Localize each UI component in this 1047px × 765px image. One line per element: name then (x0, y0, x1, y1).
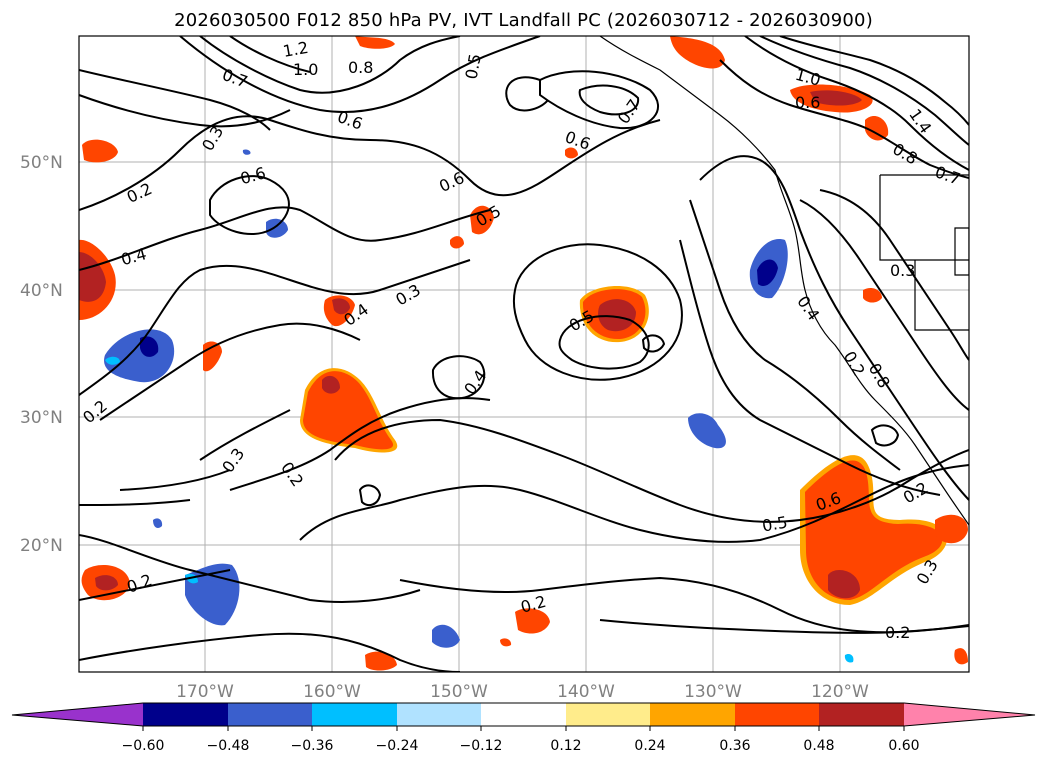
contour-label: 0.5 (761, 512, 789, 535)
colorbar-tick-label: −0.48 (207, 738, 250, 754)
colorbar-segment (735, 703, 819, 726)
colorbar-tick-label: 0.12 (550, 738, 581, 754)
colorbar-segment-max-extension (904, 703, 1035, 726)
lat-label: 30°N (20, 408, 63, 428)
colorbar-segment (312, 703, 397, 726)
lon-label: 130°W (684, 682, 742, 702)
colorbar-tick-label: −0.36 (291, 738, 334, 754)
ivt-shading (79, 36, 968, 671)
map-frame (78, 35, 970, 673)
colorbar-tick-label: 0.48 (803, 738, 834, 754)
colorbar-tick-label: −0.24 (376, 738, 419, 754)
colorbar-segment (228, 703, 312, 726)
lon-label: 160°W (303, 682, 361, 702)
colorbar-segment (819, 703, 904, 726)
contour-label: 0.8 (348, 58, 373, 77)
lon-label: 150°W (430, 682, 488, 702)
contour-label: 1.0 (293, 60, 318, 79)
lon-label: 120°W (811, 682, 869, 702)
contour-label: 0.2 (885, 623, 910, 642)
colorbar-segment (650, 703, 735, 726)
colorbar-tick-label: 0.24 (634, 738, 665, 754)
longitude-labels: 170°W 160°W 150°W 140°W 130°W 120°W (176, 682, 869, 702)
colorbar-segment-min-extension (12, 703, 143, 726)
colorbar-tick-label: −0.60 (122, 738, 165, 754)
lat-label: 50°N (20, 153, 63, 173)
contour-label: 0.6 (795, 93, 820, 112)
lat-label: 20°N (20, 536, 63, 556)
colorbar-segment (397, 703, 481, 726)
colorbar: −0.60 −0.48 −0.36 −0.24 −0.12 0.12 0.24 … (11, 702, 1036, 754)
coastlines (599, 36, 969, 526)
colorbar-tick-label: −0.12 (460, 738, 503, 754)
lat-label: 40°N (20, 281, 63, 301)
colorbar-tick-label: 0.60 (888, 738, 919, 754)
pv-contours (79, 36, 969, 672)
latitude-labels: 50°N 40°N 30°N 20°N (20, 153, 63, 556)
colorbar-tick-label: 0.36 (719, 738, 750, 754)
contour-label: 0.5 (462, 52, 485, 80)
contour-label: 0.3 (890, 261, 915, 280)
map-title: 2026030500 F012 850 hPa PV, IVT Landfall… (174, 10, 873, 31)
colorbar-segment (481, 703, 566, 726)
colorbar-segment (566, 703, 650, 726)
lon-label: 140°W (557, 682, 615, 702)
contour-label: 1.2 (281, 38, 309, 61)
lon-label: 170°W (176, 682, 234, 702)
colorbar-ticks (142, 726, 905, 731)
colorbar-segment (143, 703, 228, 726)
